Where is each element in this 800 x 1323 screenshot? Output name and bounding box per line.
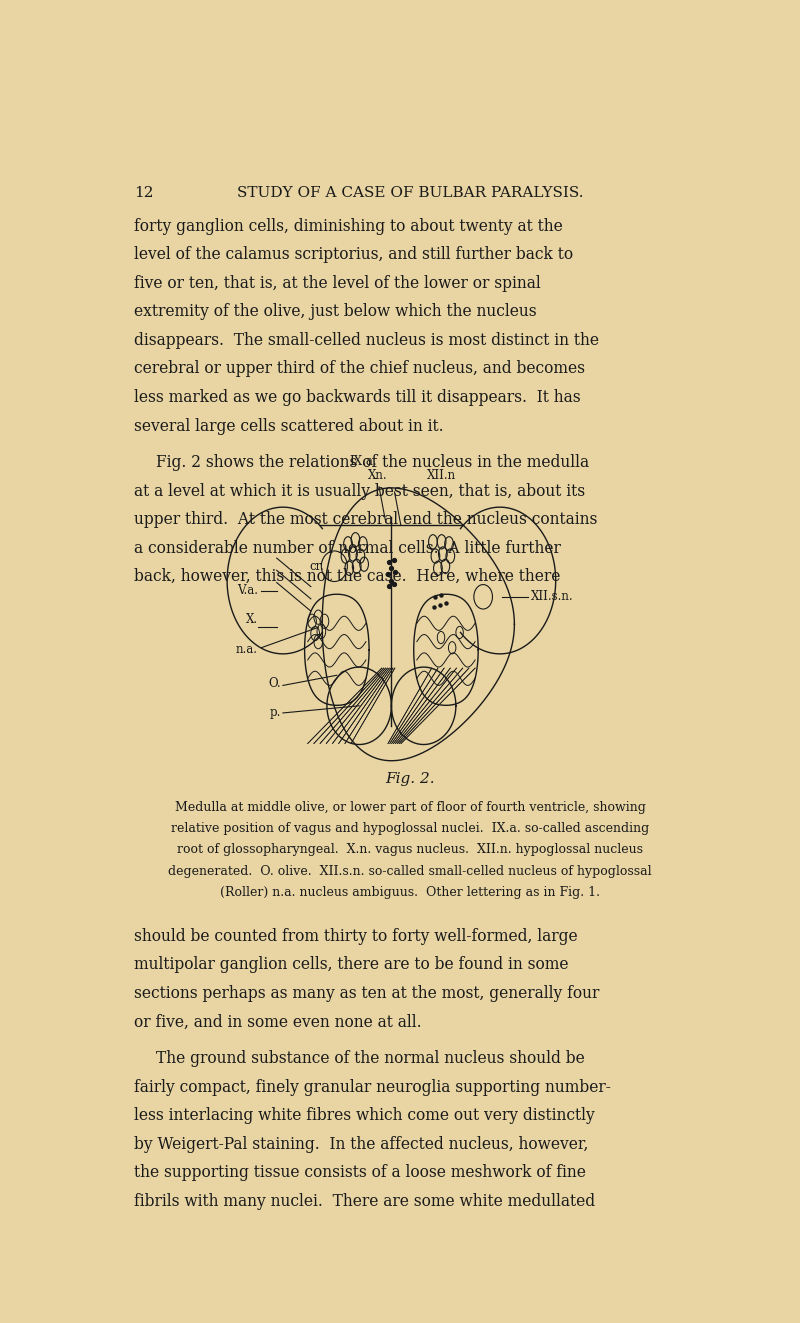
Text: disappears.  The small-celled nucleus is most distinct in the: disappears. The small-celled nucleus is …	[134, 332, 599, 349]
Text: the supporting tissue consists of a loose meshwork of fine: the supporting tissue consists of a loos…	[134, 1164, 586, 1181]
Text: The ground substance of the normal nucleus should be: The ground substance of the normal nucle…	[156, 1050, 585, 1068]
Text: O.: O.	[269, 677, 281, 689]
Text: IX.a.: IX.a.	[350, 455, 377, 468]
Text: less interlacing white fibres which come out very distinctly: less interlacing white fibres which come…	[134, 1107, 595, 1125]
Text: level of the calamus scriptorius, and still further back to: level of the calamus scriptorius, and st…	[134, 246, 574, 263]
Text: relative position of vagus and hypoglossal nuclei.  IX.a. so-called ascending: relative position of vagus and hypogloss…	[171, 822, 649, 835]
Text: (Roller) n.a. nucleus ambiguus.  Other lettering as in Fig. 1.: (Roller) n.a. nucleus ambiguus. Other le…	[220, 886, 600, 900]
Text: less marked as we go backwards till it disappears.  It has: less marked as we go backwards till it d…	[134, 389, 581, 406]
Text: root of glossopharyngeal.  X.n. vagus nucleus.  XII.n. hypoglossal nucleus: root of glossopharyngeal. X.n. vagus nuc…	[177, 843, 643, 856]
Text: fairly compact, finely granular neuroglia supporting number-: fairly compact, finely granular neurogli…	[134, 1078, 611, 1095]
Text: five or ten, that is, at the level of the lower or spinal: five or ten, that is, at the level of th…	[134, 275, 541, 292]
Text: 12: 12	[134, 187, 154, 200]
Text: STUDY OF A CASE OF BULBAR PARALYSIS.: STUDY OF A CASE OF BULBAR PARALYSIS.	[237, 187, 583, 200]
Text: extremity of the olive, just below which the nucleus: extremity of the olive, just below which…	[134, 303, 537, 320]
Text: XII.s.n.: XII.s.n.	[531, 590, 574, 603]
Text: or five, and in some even none at all.: or five, and in some even none at all.	[134, 1013, 422, 1031]
Text: multipolar ganglion cells, there are to be found in some: multipolar ganglion cells, there are to …	[134, 957, 569, 974]
Text: upper third.  At the most cerebral end the nucleus contains: upper third. At the most cerebral end th…	[134, 511, 598, 528]
Text: XII.n: XII.n	[427, 468, 457, 482]
Text: fibrils with many nuclei.  There are some white medullated: fibrils with many nuclei. There are some…	[134, 1193, 595, 1209]
Text: cr.: cr.	[310, 560, 325, 573]
Text: cerebral or upper third of the chief nucleus, and becomes: cerebral or upper third of the chief nuc…	[134, 360, 585, 377]
Text: Xn.: Xn.	[368, 468, 387, 482]
Text: should be counted from thirty to forty well-formed, large: should be counted from thirty to forty w…	[134, 927, 578, 945]
Text: Fig. 2 shows the relations of the nucleus in the medulla: Fig. 2 shows the relations of the nucleu…	[156, 454, 589, 471]
Text: by Weigert-Pal staining.  In the affected nucleus, however,: by Weigert-Pal staining. In the affected…	[134, 1135, 589, 1152]
Text: X.: X.	[246, 613, 258, 626]
Text: degenerated.  O. olive.  XII.s.n. so-called small-celled nucleus of hypoglossal: degenerated. O. olive. XII.s.n. so-calle…	[168, 865, 652, 877]
Text: V.a.: V.a.	[237, 585, 258, 597]
Text: back, however, this is not the case.  Here, where there: back, however, this is not the case. Her…	[134, 569, 561, 585]
Text: at a level at which it is usually best seen, that is, about its: at a level at which it is usually best s…	[134, 483, 586, 500]
Text: n.a.: n.a.	[236, 643, 258, 656]
Text: forty ganglion cells, diminishing to about twenty at the: forty ganglion cells, diminishing to abo…	[134, 218, 563, 235]
Text: Medulla at middle olive, or lower part of floor of fourth ventricle, showing: Medulla at middle olive, or lower part o…	[174, 800, 646, 814]
Text: several large cells scattered about in it.: several large cells scattered about in i…	[134, 418, 444, 434]
Text: sections perhaps as many as ten at the most, generally four: sections perhaps as many as ten at the m…	[134, 984, 599, 1002]
Text: a considerable number of normal cells.  A little further: a considerable number of normal cells. A…	[134, 540, 561, 557]
Text: Fig. 2.: Fig. 2.	[385, 773, 435, 786]
Text: p.: p.	[270, 706, 281, 720]
